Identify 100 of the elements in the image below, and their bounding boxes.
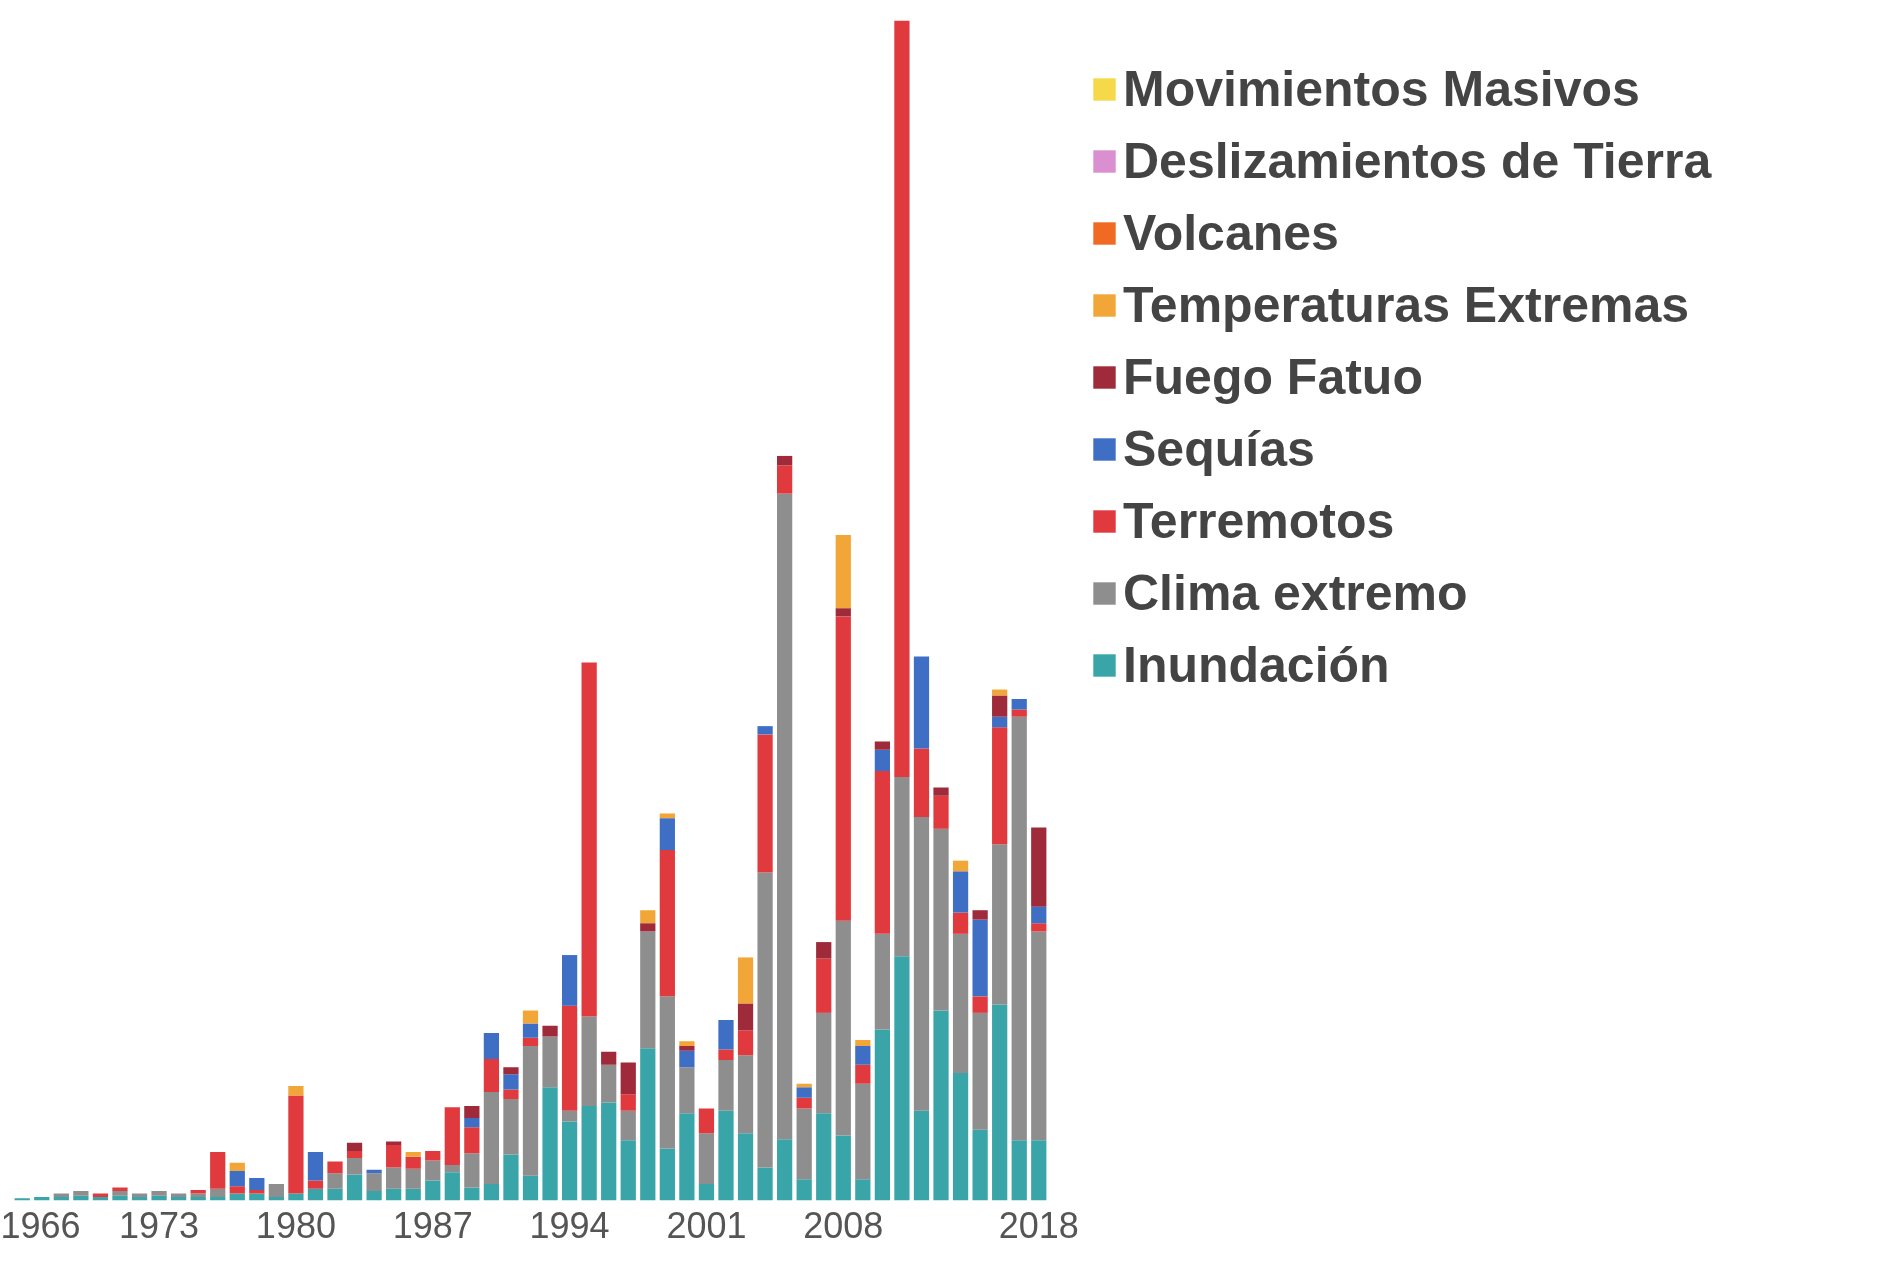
bar [933, 787, 949, 796]
bar [1031, 1140, 1047, 1201]
bar [816, 942, 832, 959]
bar [796, 1087, 812, 1098]
x-tick-label: 1994 [529, 1204, 610, 1246]
bar [1011, 709, 1027, 717]
bar [229, 1186, 245, 1194]
bar [1011, 1140, 1027, 1201]
x-tick-label: 2018 [998, 1204, 1079, 1246]
bar [659, 1148, 675, 1201]
bar [992, 716, 1008, 728]
bar [346, 1150, 363, 1159]
bar [952, 860, 969, 872]
bar [835, 1135, 851, 1201]
bar [992, 727, 1008, 845]
bar [249, 1193, 265, 1201]
bar [581, 1106, 597, 1201]
legend-label: Sequías [1123, 420, 1315, 478]
bar [698, 1108, 715, 1134]
bar [229, 1171, 245, 1187]
bar [874, 770, 890, 934]
bar [620, 1062, 636, 1095]
bar [737, 1003, 754, 1031]
bar [855, 1064, 871, 1084]
bar [874, 749, 890, 771]
bar [327, 1188, 343, 1201]
bar [307, 1180, 324, 1189]
x-tick-label: 1980 [255, 1204, 336, 1246]
bar [913, 1110, 930, 1201]
x-tick-label: 2008 [803, 1204, 884, 1246]
bar [972, 996, 988, 1013]
bar [952, 912, 969, 934]
bar [894, 776, 910, 957]
bar [1011, 699, 1027, 710]
bar [659, 850, 675, 997]
bar [503, 1089, 519, 1100]
bar [757, 1167, 773, 1201]
bar [933, 795, 949, 829]
bar [464, 1117, 480, 1128]
bar [718, 1049, 734, 1061]
bar [464, 1106, 480, 1118]
bar [737, 1055, 754, 1134]
bar [777, 493, 793, 1140]
bar [913, 748, 930, 817]
bar [640, 931, 656, 1049]
bar [581, 1016, 597, 1107]
bar [777, 455, 793, 466]
bar [835, 616, 851, 921]
bar [366, 1173, 382, 1192]
legend-label: Clima extremo [1123, 564, 1468, 622]
x-tick-label: 1987 [392, 1204, 473, 1246]
bar [1031, 923, 1047, 932]
bar [503, 1067, 519, 1075]
bar [777, 465, 793, 494]
bar [952, 1073, 969, 1201]
bar [327, 1161, 343, 1174]
bar [503, 1154, 519, 1201]
bar [855, 1045, 871, 1065]
bar [894, 956, 910, 1201]
bar [522, 1010, 539, 1024]
bar [346, 1158, 363, 1175]
legend-label: Temperaturas Extremas [1123, 276, 1690, 334]
bar [796, 1179, 812, 1201]
bar [757, 872, 773, 1168]
bar [210, 1152, 226, 1189]
bar [112, 1191, 128, 1196]
bar [737, 1030, 754, 1056]
bar [620, 1110, 636, 1141]
bar [855, 1179, 871, 1201]
bar [581, 662, 597, 1017]
bar [874, 1029, 890, 1201]
bar [444, 1172, 460, 1201]
bar [952, 933, 969, 1074]
bar [288, 1193, 304, 1201]
bar [425, 1160, 441, 1181]
bar [464, 1187, 480, 1201]
bar [464, 1153, 480, 1188]
bar [542, 1036, 558, 1088]
bar [679, 1045, 695, 1051]
bar [522, 1023, 539, 1038]
legend-label: Movimientos Masivos [1123, 60, 1640, 118]
bar [640, 1048, 656, 1201]
x-tick-label: 1966 [0, 1204, 81, 1246]
bar [210, 1188, 226, 1197]
bar [288, 1095, 304, 1194]
bar [777, 1139, 793, 1201]
bar [913, 656, 930, 749]
bar [346, 1174, 363, 1201]
bar [933, 828, 949, 1011]
bar [561, 1121, 578, 1201]
legend-label: Fuego Fatuo [1123, 348, 1423, 406]
bar [1031, 827, 1047, 907]
bar [757, 726, 773, 735]
bar [855, 1083, 871, 1180]
bar [796, 1108, 812, 1180]
bar [483, 1183, 500, 1201]
bar [229, 1162, 245, 1171]
bar [288, 1086, 304, 1096]
bar [405, 1168, 421, 1189]
bar [483, 1032, 500, 1059]
